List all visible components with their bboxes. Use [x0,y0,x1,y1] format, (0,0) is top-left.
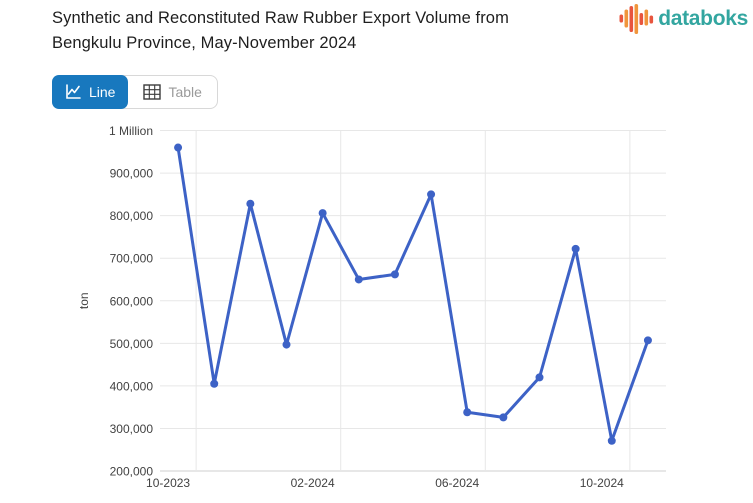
data-point-marker[interactable] [210,379,219,388]
data-point-marker[interactable] [463,408,472,417]
data-point-marker[interactable] [282,340,291,349]
y-tick-label: 200,000 [110,465,154,479]
x-tick-label: 06-2024 [435,476,479,490]
data-point-marker[interactable] [643,336,652,345]
data-point-marker[interactable] [318,209,327,218]
y-tick-label: 1 Million [109,124,153,138]
databoks-logo[interactable]: databoks [619,4,748,34]
data-point-marker[interactable] [354,275,363,284]
data-point-marker[interactable] [174,143,183,152]
chart-area: 200,000 300,000 400,000 500,000 600,000 700,0… [0,120,753,498]
x-tick-label: 02-2024 [291,476,335,490]
y-tick-label: 700,000 [110,252,154,266]
data-point-marker[interactable] [535,373,544,382]
chart-title-line1: Synthetic and Reconstituted Raw Rubber E… [52,9,509,27]
data-point-marker[interactable] [427,190,436,199]
export-volume-line-chart[interactable]: 200,000 300,000 400,000 500,000 600,000 700,0… [0,120,753,498]
databoks-logo-text: databoks [658,7,748,30]
x-tick-label: 10-2023 [146,476,190,490]
table-view-button[interactable]: Table [128,76,216,108]
data-point-marker[interactable] [571,244,580,253]
y-tick-label: 300,000 [110,422,154,436]
databoks-logo-icon [619,4,654,34]
line-chart-icon [66,84,81,99]
y-tick-label: 400,000 [110,379,154,393]
data-point-marker[interactable] [390,270,399,279]
line-view-label: Line [89,84,116,100]
y-tick-label: 500,000 [110,337,154,351]
view-toggle-group: Line Table [52,75,218,109]
y-tick-label: 900,000 [110,167,154,181]
data-point-marker[interactable] [607,436,616,445]
chart-title-line2: Bengkulu Province, May-November 2024 [52,34,357,52]
data-point-marker[interactable] [246,199,255,208]
chart-title: Synthetic and Reconstituted Raw Rubber E… [52,6,612,56]
table-view-label: Table [168,84,202,100]
y-tick-label: 600,000 [110,294,154,308]
data-point-marker[interactable] [499,413,508,422]
table-icon [143,84,162,100]
chart-view-toggle: Line Table [52,75,218,109]
series-line [176,146,650,443]
line-view-button[interactable]: Line [52,75,129,109]
y-axis-title: ton [77,292,91,309]
x-tick-label: 10-2024 [580,476,624,490]
y-tick-label: 800,000 [110,209,154,223]
